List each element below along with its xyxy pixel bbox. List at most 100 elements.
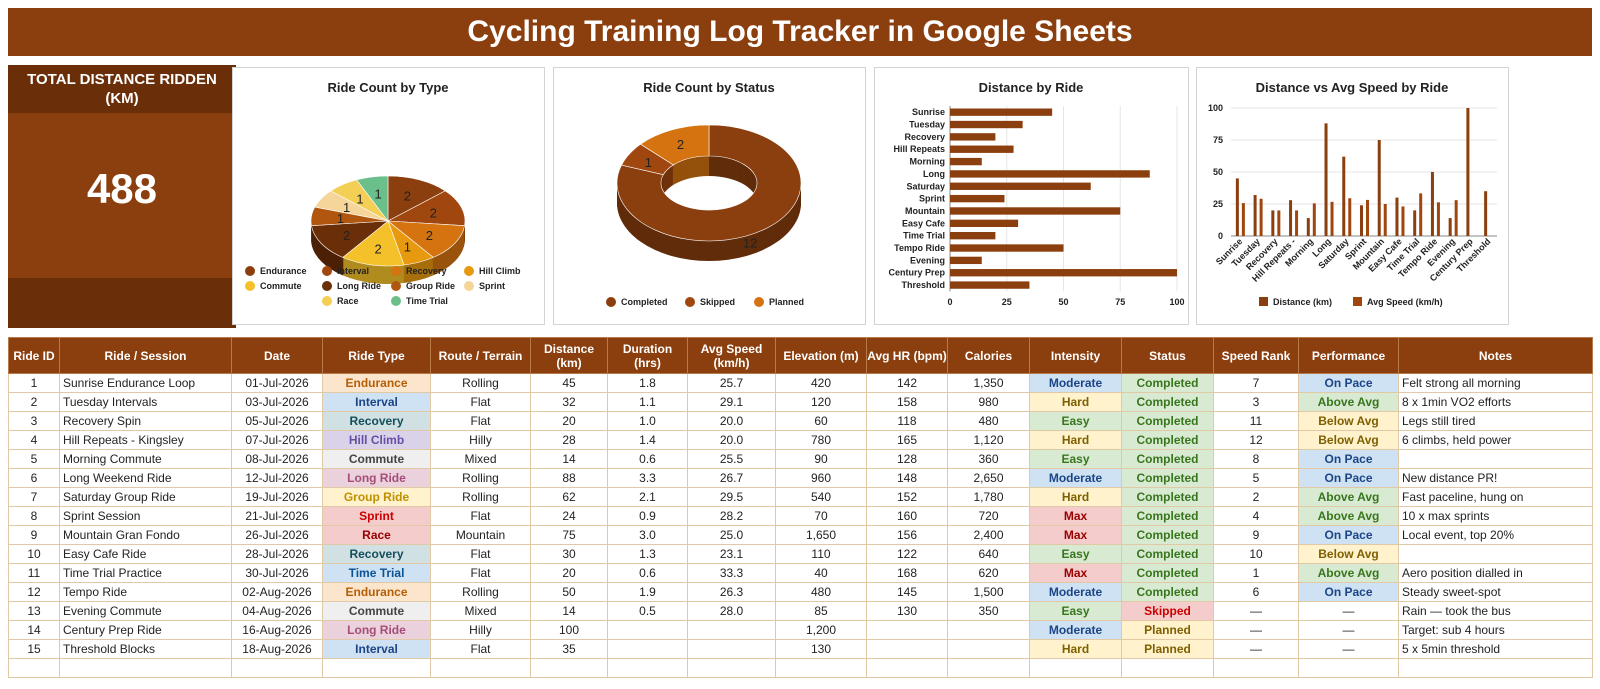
ride-id-cell[interactable]: 14 (8, 620, 60, 640)
elevation-m-cell[interactable]: 70 (775, 506, 867, 526)
avg-speed-km-h-cell[interactable]: 20.0 (687, 411, 776, 431)
ride-type-chart-panel[interactable]: Ride Count by Type 2 2 2 1 2 2 1 1 1 1 Endurance In… (232, 67, 545, 325)
intensity-cell[interactable]: Moderate (1029, 582, 1122, 602)
ride-id-cell[interactable]: 9 (8, 525, 60, 545)
elevation-m-cell[interactable]: 130 (775, 639, 867, 659)
ride-type-cell[interactable] (322, 658, 431, 678)
route-terrain-cell[interactable]: Rolling (430, 582, 531, 602)
date-cell[interactable]: 16-Aug-2026 (231, 620, 323, 640)
intensity-cell[interactable]: Easy (1029, 544, 1122, 564)
performance-cell[interactable]: Below Avg (1298, 411, 1399, 431)
avg-hr-bpm-cell[interactable]: 128 (866, 449, 948, 469)
distance-km-cell[interactable]: 45 (530, 373, 608, 393)
elevation-m-cell[interactable]: 480 (775, 582, 867, 602)
column-header-distance-km[interactable]: Distance (km) (530, 337, 608, 374)
intensity-cell[interactable]: Easy (1029, 411, 1122, 431)
elevation-m-cell[interactable]: 420 (775, 373, 867, 393)
intensity-cell[interactable]: Hard (1029, 487, 1122, 507)
speed-rank-cell[interactable]: 3 (1213, 392, 1299, 412)
ride-type-cell[interactable]: Long Ride (322, 468, 431, 488)
notes-cell[interactable] (1398, 658, 1593, 678)
elevation-m-cell[interactable]: 60 (775, 411, 867, 431)
avg-hr-bpm-cell[interactable]: 130 (866, 601, 948, 621)
distance-km-cell[interactable]: 75 (530, 525, 608, 545)
notes-cell[interactable]: Legs still tired (1398, 411, 1593, 431)
duration-hrs-cell[interactable]: 0.6 (607, 449, 688, 469)
ride-id-cell[interactable]: 12 (8, 582, 60, 602)
ride-type-cell[interactable]: Endurance (322, 373, 431, 393)
date-cell[interactable]: 05-Jul-2026 (231, 411, 323, 431)
elevation-m-cell[interactable]: 90 (775, 449, 867, 469)
speed-rank-cell[interactable]: — (1213, 639, 1299, 659)
ride-session-cell[interactable]: Tuesday Intervals (59, 392, 232, 412)
performance-cell[interactable]: Above Avg (1298, 506, 1399, 526)
speed-rank-cell[interactable]: 4 (1213, 506, 1299, 526)
calories-cell[interactable]: 360 (947, 449, 1030, 469)
ride-id-cell[interactable]: 5 (8, 449, 60, 469)
date-cell[interactable]: 01-Jul-2026 (231, 373, 323, 393)
distance-km-cell[interactable]: 14 (530, 449, 608, 469)
notes-cell[interactable]: Felt strong all morning (1398, 373, 1593, 393)
notes-cell[interactable]: Steady sweet-spot (1398, 582, 1593, 602)
intensity-cell[interactable]: Max (1029, 563, 1122, 583)
avg-speed-km-h-cell[interactable]: 28.2 (687, 506, 776, 526)
performance-cell[interactable]: — (1298, 620, 1399, 640)
avg-hr-bpm-cell[interactable]: 145 (866, 582, 948, 602)
date-cell[interactable] (231, 658, 323, 678)
table-row[interactable]: 14 Century Prep Ride 16-Aug-2026 Long Ride H… (8, 620, 1593, 640)
elevation-m-cell[interactable]: 960 (775, 468, 867, 488)
avg-hr-bpm-cell[interactable]: 152 (866, 487, 948, 507)
date-cell[interactable]: 03-Jul-2026 (231, 392, 323, 412)
route-terrain-cell[interactable] (430, 658, 531, 678)
column-header-duration-hrs[interactable]: Duration (hrs) (607, 337, 688, 374)
duration-hrs-cell[interactable]: 0.9 (607, 506, 688, 526)
distance-km-cell[interactable]: 30 (530, 544, 608, 564)
column-header-ride-session[interactable]: Ride / Session (59, 337, 232, 374)
ride-type-cell[interactable]: Sprint (322, 506, 431, 526)
table-row[interactable]: 5 Morning Commute 08-Jul-2026 Commute Mixed 1… (8, 449, 1593, 469)
avg-speed-km-h-cell[interactable]: 26.7 (687, 468, 776, 488)
duration-hrs-cell[interactable]: 1.3 (607, 544, 688, 564)
notes-cell[interactable]: Target: sub 4 hours (1398, 620, 1593, 640)
avg-hr-bpm-cell[interactable]: 158 (866, 392, 948, 412)
avg-hr-bpm-cell[interactable] (866, 658, 948, 678)
intensity-cell[interactable]: Hard (1029, 392, 1122, 412)
column-header-avg-speed-km-h[interactable]: Avg Speed (km/h) (687, 337, 776, 374)
route-terrain-cell[interactable]: Mountain (430, 525, 531, 545)
elevation-m-cell[interactable]: 1,650 (775, 525, 867, 545)
ride-type-cell[interactable]: Endurance (322, 582, 431, 602)
ride-id-cell[interactable]: 8 (8, 506, 60, 526)
route-terrain-cell[interactable]: Flat (430, 411, 531, 431)
ride-type-cell[interactable]: Commute (322, 601, 431, 621)
table-row[interactable]: 15 Threshold Blocks 18-Aug-2026 Interval Fla… (8, 639, 1593, 659)
distance-km-cell[interactable]: 100 (530, 620, 608, 640)
avg-speed-km-h-cell[interactable]: 23.1 (687, 544, 776, 564)
route-terrain-cell[interactable]: Rolling (430, 468, 531, 488)
performance-cell[interactable]: Below Avg (1298, 544, 1399, 564)
column-header-elevation-m[interactable]: Elevation (m) (775, 337, 867, 374)
duration-hrs-cell[interactable]: 0.5 (607, 601, 688, 621)
ride-type-cell[interactable]: Long Ride (322, 620, 431, 640)
speed-rank-cell[interactable]: — (1213, 601, 1299, 621)
ride-type-cell[interactable]: Time Trial (322, 563, 431, 583)
duration-hrs-cell[interactable]: 2.1 (607, 487, 688, 507)
notes-cell[interactable] (1398, 449, 1593, 469)
ride-id-cell[interactable]: 6 (8, 468, 60, 488)
duration-hrs-cell[interactable]: 1.1 (607, 392, 688, 412)
duration-hrs-cell[interactable] (607, 658, 688, 678)
elevation-m-cell[interactable]: 120 (775, 392, 867, 412)
calories-cell[interactable]: 640 (947, 544, 1030, 564)
column-header-ride-id[interactable]: Ride ID (8, 337, 60, 374)
status-cell[interactable]: Completed (1121, 468, 1214, 488)
avg-hr-bpm-cell[interactable]: 148 (866, 468, 948, 488)
status-cell[interactable]: Completed (1121, 525, 1214, 545)
status-cell[interactable]: Planned (1121, 639, 1214, 659)
duration-hrs-cell[interactable]: 0.6 (607, 563, 688, 583)
elevation-m-cell[interactable] (775, 658, 867, 678)
avg-hr-bpm-cell[interactable]: 165 (866, 430, 948, 450)
performance-cell[interactable]: On Pace (1298, 373, 1399, 393)
date-cell[interactable]: 08-Jul-2026 (231, 449, 323, 469)
distance-km-cell[interactable]: 20 (530, 563, 608, 583)
calories-cell[interactable]: 620 (947, 563, 1030, 583)
table-row[interactable]: 3 Recovery Spin 05-Jul-2026 Recovery Flat 20 1… (8, 411, 1593, 431)
